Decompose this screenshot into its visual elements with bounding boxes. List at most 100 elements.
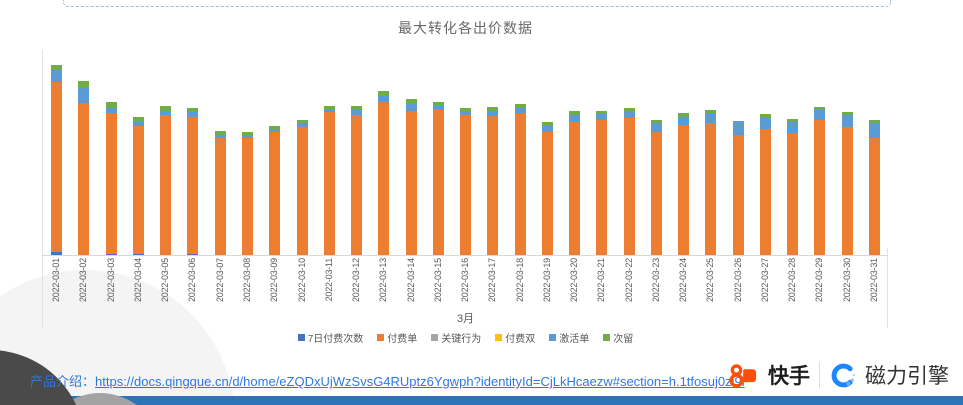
bar-segment: [841, 115, 853, 127]
bar-segment: [596, 120, 608, 255]
bar-segment: [241, 132, 253, 135]
x-axis-label: 2022-03-18: [514, 258, 525, 303]
cili-engine-logo-text: 磁力引擎: [865, 365, 949, 388]
bar-segment: [323, 112, 335, 255]
x-axis-label: 2022-03-28: [787, 258, 798, 303]
bar-segment: [269, 129, 281, 132]
bar-segment: [787, 133, 799, 255]
bar-segment: [787, 122, 799, 133]
bar-segment: [650, 132, 662, 255]
bar-segment: [296, 120, 308, 123]
bar-segment: [214, 138, 226, 255]
bar-segment: [269, 126, 281, 129]
product-intro-label: 产品介绍：: [30, 374, 96, 389]
x-axis-label: 2022-03-17: [487, 258, 498, 303]
bar-segment: [351, 115, 362, 255]
x-axis-label: 2022-03-07: [214, 258, 225, 303]
bar-segment: [814, 109, 826, 120]
bar-segment: [78, 88, 90, 103]
bar-segment: [241, 138, 253, 255]
legend-item: 付费双: [495, 330, 535, 345]
x-axis-label: 2022-03-10: [296, 258, 307, 303]
bar-segment: [187, 254, 199, 255]
x-axis-label: 2022-03-11: [323, 258, 334, 302]
bar-segment: [596, 111, 608, 114]
logo-divider: [819, 362, 820, 388]
bar-segment: [351, 106, 362, 109]
bar-segment: [514, 113, 526, 255]
legend-item: 付费单: [377, 330, 417, 345]
x-axis-label: 2022-03-23: [650, 258, 661, 303]
bar-segment: [487, 116, 499, 255]
bar-segment: [460, 112, 471, 115]
bar-segment: [487, 111, 499, 116]
axis-edge-left: [42, 50, 43, 328]
bar-segment: [432, 109, 444, 255]
bar-segment: [241, 135, 253, 138]
legend-label: 付费双: [505, 334, 536, 345]
bar-segment: [541, 132, 553, 255]
bar-segment: [569, 115, 580, 122]
bar-segment: [378, 102, 390, 255]
bar-segment: [132, 122, 144, 126]
bar-segment: [160, 106, 172, 111]
bar-segment: [51, 82, 63, 252]
bar-segment: [787, 119, 799, 122]
bar-segment: [868, 123, 880, 138]
x-axis-baseline: [42, 255, 888, 256]
bar-segment: [405, 103, 417, 111]
bar-segment: [51, 252, 63, 255]
bar-segment: [541, 126, 553, 132]
bar-segment: [432, 106, 444, 109]
bar-segment: [160, 111, 172, 115]
bar-segment: [514, 108, 526, 113]
bar-segment: [678, 113, 690, 117]
bar-segment: [759, 129, 771, 255]
bar-segment: [650, 123, 662, 132]
x-axis-label: 2022-03-05: [160, 258, 171, 303]
footer: 产品介绍：https://docs.qingque.cn/d/home/eZQD…: [30, 371, 745, 390]
product-link[interactable]: https://docs.qingque.cn/d/home/eZQDxUjWz…: [95, 374, 745, 389]
kuaishou-logo-icon: [729, 362, 759, 389]
x-axis-label: 2022-03-30: [841, 258, 852, 303]
bar-segment: [323, 106, 335, 109]
bar-segment: [678, 117, 690, 125]
bar-segment: [732, 122, 744, 135]
bar-segment: [868, 120, 880, 123]
legend-swatch: [431, 334, 439, 341]
bar-segment: [214, 135, 226, 138]
x-axis-label: 2022-03-15: [432, 258, 443, 303]
bar-segment: [405, 99, 417, 103]
chart-plot-area[interactable]: [43, 50, 888, 255]
bar-segment: [269, 132, 281, 255]
bar-segment: [541, 122, 553, 126]
bar-segment: [569, 111, 580, 115]
bar-segment: [78, 81, 90, 88]
legend-swatch: [377, 334, 385, 341]
bar-segment: [705, 113, 717, 123]
bar-segment: [187, 117, 199, 254]
legend-label: 激活单: [559, 334, 590, 345]
bar-segment: [378, 91, 390, 96]
bar-segment: [650, 120, 662, 123]
x-axis-label: 2022-03-25: [705, 258, 716, 303]
bar-segment: [732, 121, 744, 122]
x-axis-label: 2022-03-14: [405, 258, 416, 303]
legend-item: 激活单: [549, 330, 589, 345]
bar-segment: [514, 104, 526, 108]
bar-segment: [105, 102, 117, 108]
bar-segment: [78, 103, 90, 255]
bar-segment: [596, 114, 608, 120]
x-axis-label: 2022-03-26: [732, 258, 743, 303]
month-label: 3月: [456, 313, 475, 325]
x-axis-label: 2022-03-16: [460, 258, 470, 303]
bar-segment: [132, 254, 144, 255]
bar-segment: [678, 125, 690, 255]
x-axis-label: 2022-03-08: [241, 258, 252, 303]
bar-segment: [732, 135, 744, 255]
bar-segment: [296, 123, 308, 127]
bar-segment: [814, 107, 826, 109]
bar-segment: [569, 122, 580, 255]
legend-swatch: [297, 334, 305, 341]
